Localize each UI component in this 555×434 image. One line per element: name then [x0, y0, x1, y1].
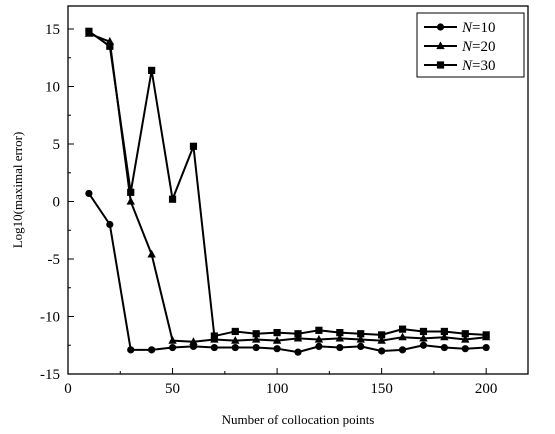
legend-item: N=10: [424, 20, 495, 36]
series-layer: [84, 27, 491, 356]
x-tick-label: 150: [370, 381, 393, 397]
data-point: [294, 330, 302, 338]
data-point: [314, 334, 324, 343]
data-point: [461, 334, 470, 343]
legend-label: N=20: [461, 39, 495, 55]
data-point: [336, 343, 344, 352]
legend-label: N=30: [461, 58, 495, 74]
y-tick-label: -10: [40, 310, 60, 326]
data-point: [189, 142, 198, 150]
data-point: [419, 341, 428, 349]
data-point: [378, 347, 386, 355]
data-point: [398, 346, 407, 354]
data-point: [315, 342, 323, 350]
series-3: [85, 27, 490, 340]
data-point: [378, 331, 386, 339]
data-point: [168, 336, 177, 344]
data-point: [419, 327, 428, 336]
data-point: [482, 331, 490, 339]
legend-marker: [436, 41, 445, 50]
data-point: [106, 220, 114, 229]
data-point: [126, 196, 135, 205]
data-point: [106, 42, 114, 50]
y-tick-label: 15: [45, 22, 60, 38]
x-tick-label: 100: [266, 381, 289, 397]
legend-item: N=30: [424, 58, 495, 74]
data-point: [398, 325, 407, 333]
y-tick-label: -15: [40, 367, 60, 383]
data-point: [85, 27, 93, 35]
data-point: [440, 327, 448, 336]
legend-item: N=20: [424, 39, 495, 55]
series-line: [88, 32, 487, 343]
data-point: [231, 327, 239, 336]
y-tick-label: 10: [45, 80, 60, 96]
data-point: [252, 343, 260, 352]
data-point: [148, 66, 156, 74]
data-point: [335, 333, 345, 342]
data-point: [168, 195, 177, 203]
data-point: [357, 330, 365, 338]
data-point: [377, 336, 386, 344]
data-point: [272, 336, 282, 344]
data-point: [148, 346, 156, 354]
data-point: [252, 330, 260, 338]
data-point: [147, 249, 156, 258]
data-point: [356, 334, 365, 343]
data-point: [251, 334, 261, 343]
data-point: [461, 330, 469, 338]
data-point: [294, 348, 302, 356]
data-point: [168, 343, 177, 352]
data-point: [273, 329, 281, 337]
data-point: [85, 189, 93, 198]
x-tick-label: 200: [475, 381, 498, 397]
data-point: [357, 342, 365, 350]
data-point: [210, 332, 218, 340]
data-point: [398, 332, 407, 341]
series-1: [85, 189, 490, 356]
legend: N=10 N=20 N=30: [416, 12, 525, 78]
x-tick-label: 50: [165, 381, 180, 397]
data-point: [127, 188, 135, 196]
legend-marker: [436, 23, 445, 31]
y-axis-label: Log10(maximal error): [10, 132, 25, 249]
data-point: [461, 345, 469, 353]
axis-ticks: 0 50 100 150 200 -15 -10 -5 0 5 10 15: [40, 22, 497, 397]
data-point: [189, 337, 198, 345]
legend-marker: [436, 61, 445, 69]
data-point: [440, 332, 449, 341]
data-point: [231, 343, 239, 352]
plot-frame: [67, 5, 529, 375]
data-point: [419, 333, 428, 342]
data-point: [127, 346, 135, 354]
x-tick-label: 0: [64, 381, 72, 397]
data-point: [273, 345, 281, 353]
legend-label: N=10: [461, 20, 495, 36]
data-point: [231, 336, 240, 344]
y-tick-label: 5: [53, 137, 61, 153]
data-point: [482, 343, 490, 352]
data-point: [293, 333, 303, 342]
y-tick-label: -5: [48, 252, 61, 268]
data-point: [210, 343, 218, 352]
x-axis-label: Number of collocation points: [222, 412, 375, 427]
y-tick-label: 0: [53, 195, 61, 211]
data-point: [440, 343, 448, 352]
data-point: [336, 329, 344, 337]
data-point: [315, 326, 323, 334]
